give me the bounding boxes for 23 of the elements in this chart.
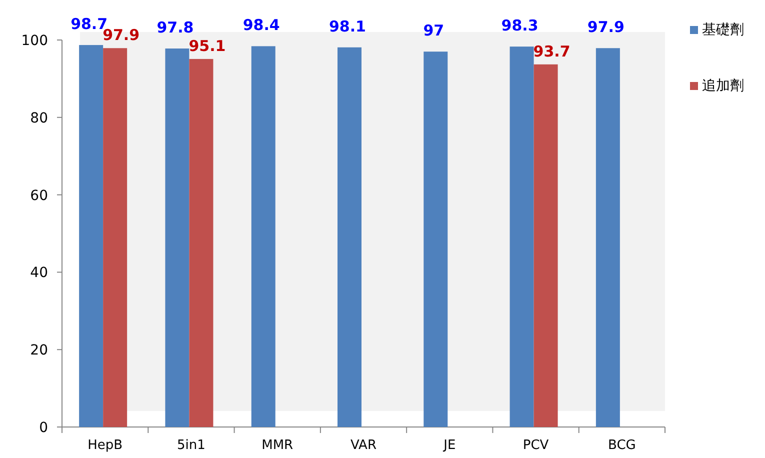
legend-label: 追加劑 <box>702 78 744 94</box>
y-tick-label: 80 <box>30 110 48 126</box>
data-label: 97.9 <box>587 18 624 36</box>
data-label: 98.1 <box>328 17 366 36</box>
y-tick-label: 0 <box>39 420 48 436</box>
x-tick-label: JE <box>442 438 456 453</box>
data-label: 98.4 <box>242 16 280 34</box>
data-label: 97 <box>423 22 444 40</box>
data-label: 97.8 <box>156 18 194 37</box>
y-tick-label: 60 <box>30 188 48 204</box>
x-tick-label: BCG <box>608 438 636 453</box>
x-tick-label: 5in1 <box>177 438 206 453</box>
x-tick-label: PCV <box>522 438 549 453</box>
data-label: 95.1 <box>188 36 226 55</box>
y-tick-label: 20 <box>30 342 48 359</box>
x-tick-label: HepB <box>88 438 123 453</box>
data-label: 98.3 <box>501 16 538 35</box>
x-tick-label: MMR <box>262 438 294 453</box>
x-tick-label: VAR <box>350 438 376 453</box>
y-tick-label: 40 <box>30 265 48 282</box>
legend-label: 基礎劑 <box>702 22 744 38</box>
data-label: 93.7 <box>533 42 570 60</box>
y-tick-label: 100 <box>21 33 48 49</box>
